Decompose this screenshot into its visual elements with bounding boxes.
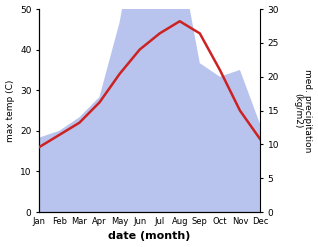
Y-axis label: med. precipitation
(kg/m2): med. precipitation (kg/m2) [293,69,313,152]
Y-axis label: max temp (C): max temp (C) [5,79,15,142]
X-axis label: date (month): date (month) [108,231,191,242]
